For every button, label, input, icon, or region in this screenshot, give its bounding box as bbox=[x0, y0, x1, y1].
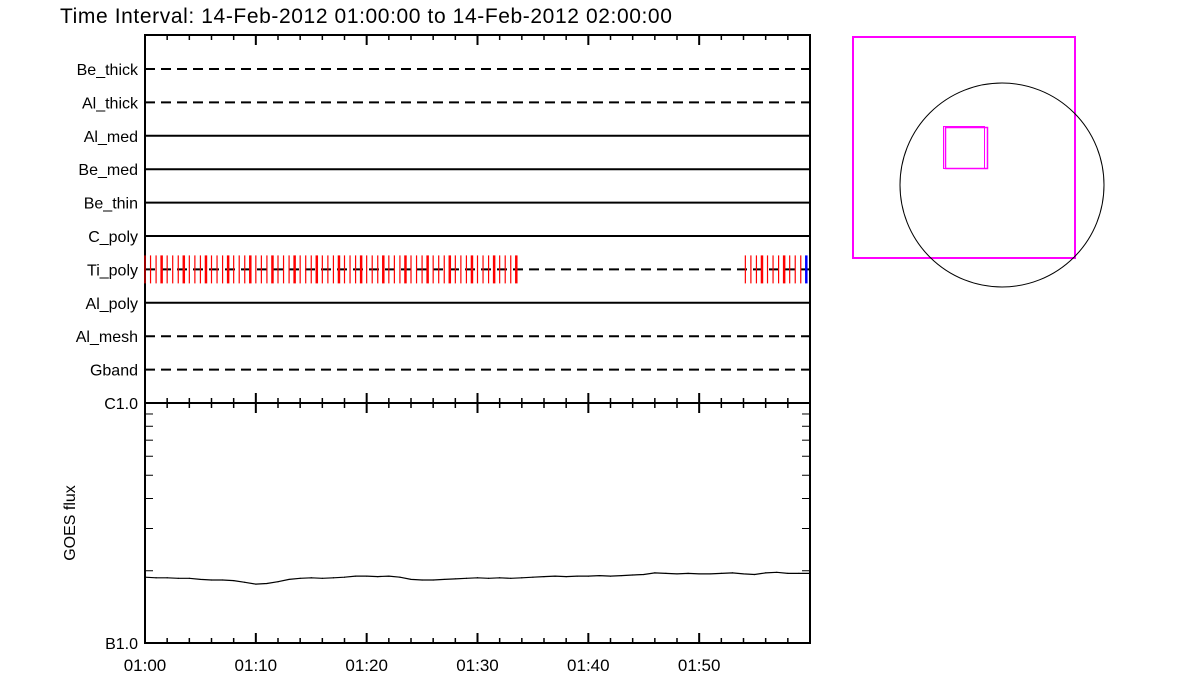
goes-flux-point bbox=[321, 577, 323, 579]
goes-flux-point bbox=[643, 573, 645, 576]
goes-flux-point bbox=[609, 575, 612, 577]
goes-flux-point bbox=[753, 573, 756, 576]
goes-flux-point bbox=[554, 575, 556, 577]
goes-flux-point bbox=[510, 577, 512, 579]
goes-flux-point bbox=[731, 572, 734, 574]
goes-flux-point bbox=[332, 577, 335, 579]
goes-flux-point bbox=[432, 579, 434, 581]
goes-flux-point bbox=[676, 573, 678, 575]
goes-flux-point bbox=[665, 572, 667, 574]
goes-flux-point bbox=[255, 583, 257, 585]
filter-panel-frame bbox=[144, 34, 811, 404]
goes-flux-panel: C1.0 B1.0 GOES flux 01:00 01:10 01:20 01:30 01:… bbox=[62, 35, 811, 675]
x-tick-label: 01:00 bbox=[124, 656, 167, 675]
fov-outer-box bbox=[852, 36, 1076, 259]
goes-flux-point bbox=[798, 572, 800, 574]
goes-flux-point bbox=[443, 578, 445, 581]
goes-flux-point bbox=[476, 577, 479, 579]
goes-flux-point bbox=[310, 577, 312, 579]
goes-flux-point bbox=[487, 577, 490, 579]
fov-inner-box-1 bbox=[943, 126, 985, 169]
goes-flux-point bbox=[177, 577, 179, 579]
goes-flux-point bbox=[399, 576, 401, 578]
x-tick-label: 01:10 bbox=[235, 656, 278, 675]
filter-row-label: Ti_poly bbox=[87, 262, 138, 279]
x-tick-label: 01:50 bbox=[678, 656, 721, 675]
goes-flux-point bbox=[720, 572, 722, 574]
goes-flux-point bbox=[354, 575, 357, 577]
filter-row-label: Gband bbox=[90, 363, 138, 380]
goes-flux-point bbox=[587, 575, 589, 577]
goes-flux-point bbox=[465, 577, 468, 579]
x-tick-label: 01:30 bbox=[456, 656, 499, 675]
goes-flux-point bbox=[742, 573, 745, 575]
goes-flux-point bbox=[565, 576, 567, 578]
goes-flux-point bbox=[521, 577, 523, 579]
goes-flux-point bbox=[410, 578, 412, 581]
filter-timeline-panel: Be_thick Al_thick Al_med Be_med Be_thin C_pol… bbox=[76, 34, 811, 404]
solar-disk-circle bbox=[899, 82, 1105, 288]
goes-flux-point bbox=[221, 579, 224, 581]
goes-flux-point bbox=[277, 581, 279, 583]
goes-flux-point bbox=[632, 574, 634, 576]
goes-flux-point bbox=[155, 577, 157, 579]
filter-row-label: Be_thin bbox=[84, 196, 138, 213]
goes-flux-point bbox=[288, 578, 290, 581]
goes-flux-point bbox=[454, 578, 456, 580]
y-axis-label: GOES flux bbox=[62, 485, 79, 561]
goes-flux-point bbox=[654, 572, 656, 574]
filter-row-label: Be_thick bbox=[77, 62, 139, 79]
goes-flux-point bbox=[543, 576, 545, 578]
goes-flux-point bbox=[188, 577, 190, 579]
goes-flux-point bbox=[377, 576, 379, 578]
x-tick-label: 01:20 bbox=[345, 656, 388, 675]
goes-flux-point bbox=[687, 572, 689, 574]
filter-row-label: C_poly bbox=[88, 229, 138, 246]
filter-row-label: Al_thick bbox=[82, 95, 139, 112]
time-interval-title: Time Interval: 14-Feb-2012 01:00:00 to 1… bbox=[60, 5, 673, 28]
field-of-view-panel bbox=[852, 36, 1105, 288]
goes-flux-point bbox=[765, 572, 767, 574]
goes-flux-point bbox=[199, 578, 202, 581]
goes-flux-point bbox=[709, 573, 711, 575]
goes-flux-point bbox=[166, 577, 168, 579]
filter-row-label: Al_med bbox=[84, 129, 138, 146]
goes-flux-point bbox=[809, 572, 811, 574]
filter-row-label: Be_med bbox=[78, 162, 138, 179]
fov-inner-box-2 bbox=[944, 126, 989, 170]
goes-flux-point bbox=[233, 579, 235, 582]
goes-flux-point bbox=[598, 574, 601, 577]
goes-flux-point bbox=[421, 579, 423, 581]
filter-row-label: Al_mesh bbox=[76, 329, 138, 346]
goes-flux-point bbox=[776, 571, 778, 573]
goes-flux-point bbox=[787, 572, 789, 574]
goes-flux-point bbox=[299, 577, 301, 579]
goes-panel-frame bbox=[144, 402, 811, 644]
goes-flux-point bbox=[620, 574, 623, 577]
y-tick-label: B1.0 bbox=[105, 636, 138, 653]
filter-row-label: Al_poly bbox=[86, 296, 138, 313]
goes-flux-point bbox=[266, 582, 268, 585]
x-tick-label: 01:40 bbox=[567, 656, 610, 675]
goes-flux-point bbox=[576, 575, 578, 577]
goes-flux-point bbox=[366, 575, 368, 577]
goes-flux-point bbox=[244, 581, 246, 583]
y-tick-label: C1.0 bbox=[104, 396, 138, 413]
goes-flux-point bbox=[388, 575, 390, 577]
goes-flux-point bbox=[343, 576, 346, 578]
goes-flux-point bbox=[698, 573, 700, 575]
goes-flux-point bbox=[144, 576, 146, 578]
goes-flux-point bbox=[499, 577, 501, 579]
goes-flux-point bbox=[532, 576, 534, 578]
goes-flux-point bbox=[210, 579, 213, 581]
